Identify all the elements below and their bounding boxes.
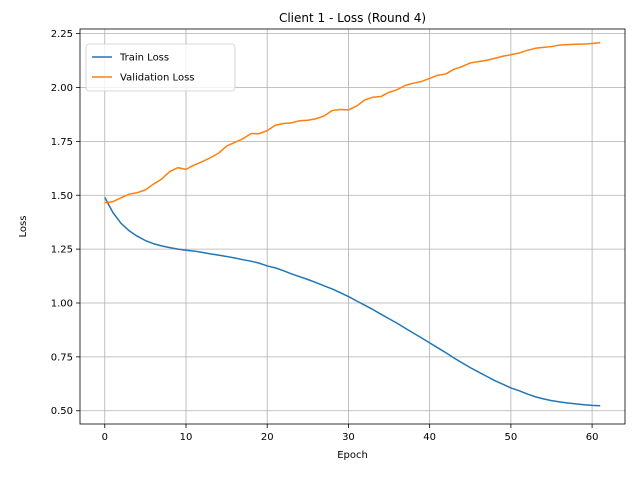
y-tick-label: 1.25 xyxy=(51,245,73,256)
y-tick-label: 1.50 xyxy=(51,191,73,202)
x-tick-label: 20 xyxy=(261,432,274,443)
x-tick-label: 0 xyxy=(102,432,108,443)
y-axis-ticks: 0.50 0.75 1.00 1.25 1.50 1.75 2.00 2.25 xyxy=(51,29,80,417)
legend-entry: Train Loss xyxy=(119,53,169,64)
y-tick-label: 1.75 xyxy=(51,137,73,148)
chart-title: Client 1 - Loss (Round 4) xyxy=(279,11,426,25)
legend-entry: Validation Loss xyxy=(120,73,195,84)
x-tick-label: 10 xyxy=(180,432,193,443)
legend: Train Loss Validation Loss xyxy=(85,43,236,92)
series-group xyxy=(104,41,601,407)
y-tick-label: 0.75 xyxy=(51,352,73,363)
series-line-train-loss xyxy=(104,197,601,407)
x-tick-label: 40 xyxy=(423,432,436,443)
y-tick-label: 0.50 xyxy=(51,406,73,417)
y-tick-label: 2.00 xyxy=(51,83,73,94)
x-tick-label: 30 xyxy=(342,432,355,443)
grid xyxy=(80,29,625,424)
x-axis-ticks: 0 10 20 30 40 50 60 xyxy=(102,424,599,443)
y-axis-label: Loss xyxy=(18,216,29,238)
x-tick-label: 60 xyxy=(586,432,599,443)
y-tick-label: 1.00 xyxy=(51,299,73,310)
plot-frame xyxy=(79,28,626,425)
x-axis-label: Epoch xyxy=(337,450,368,461)
series-line-validation-loss xyxy=(104,41,601,204)
legend-box xyxy=(85,43,236,92)
x-tick-label: 50 xyxy=(505,432,518,443)
y-tick-label: 2.25 xyxy=(51,29,73,40)
